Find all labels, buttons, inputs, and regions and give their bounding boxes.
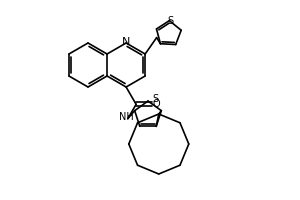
- Text: NH: NH: [119, 112, 134, 122]
- Text: O: O: [152, 99, 160, 109]
- Text: S: S: [152, 94, 158, 104]
- Text: N: N: [122, 37, 130, 47]
- Text: S: S: [167, 16, 173, 26]
